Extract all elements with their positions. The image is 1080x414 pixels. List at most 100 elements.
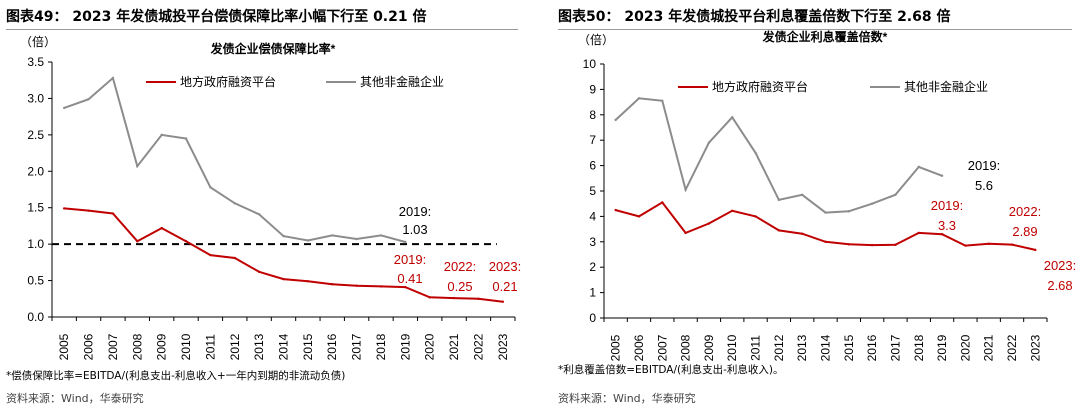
x-tick-label: 2017 [350, 333, 364, 360]
data-point [331, 234, 334, 237]
x-tick-label: 2019 [398, 333, 412, 360]
data-point [1034, 248, 1037, 252]
x-tick-label: 2022 [1005, 334, 1019, 361]
data-point [917, 231, 920, 235]
data-point [661, 99, 664, 103]
x-tick-label: 2007 [655, 334, 669, 361]
data-point [707, 141, 711, 144]
data-point [257, 270, 261, 274]
data-point [184, 240, 188, 243]
data-label: 5.6 [975, 178, 993, 193]
x-tick-label: 2008 [130, 333, 144, 360]
unit-label: （倍） [20, 34, 56, 49]
data-point [501, 300, 505, 303]
data-label: 2023: [489, 259, 522, 274]
data-point [404, 285, 407, 289]
data-point [637, 97, 641, 100]
y-tick-label: 10 [583, 57, 597, 71]
data-point [306, 280, 310, 283]
data-point [404, 240, 407, 244]
x-tick-label: 2010 [179, 333, 193, 360]
y-tick-label: 1.0 [27, 237, 44, 251]
data-point [684, 188, 687, 191]
data-point [111, 76, 115, 80]
legend-label: 其他非金融企业 [904, 79, 988, 94]
x-tick-label: 2011 [749, 335, 763, 361]
data-label: 2.89 [1012, 224, 1037, 239]
x-tick-label: 2021 [982, 334, 996, 361]
data-point [355, 284, 358, 287]
x-tick-label: 2022 [471, 333, 485, 360]
data-label: 2022: [444, 259, 477, 274]
x-tick-label: 2009 [702, 334, 716, 361]
source-note: 资料来源：Wind，华泰研究 [6, 392, 144, 405]
chart-panel-left: 图表49： 2023 年发债城投平台偿债保障比率小幅下行至 0.21 倍 （倍）… [0, 0, 530, 414]
x-tick-label: 2015 [301, 333, 315, 360]
footnote: *利息覆盖倍数=EBITDA/(利息支出-利息收入)。 [558, 364, 784, 376]
data-point [160, 133, 163, 137]
unit-label: （倍） [578, 32, 614, 47]
data-point [847, 243, 851, 246]
data-point [87, 209, 90, 212]
data-point [379, 234, 383, 237]
data-point [917, 165, 920, 169]
data-point [987, 242, 990, 246]
x-tick-label: 2023 [1028, 334, 1042, 361]
data-point [233, 256, 236, 260]
x-tick-label: 2012 [772, 334, 786, 361]
legend-label: 地方政府融资平台 [180, 74, 276, 89]
data-point [209, 186, 212, 189]
x-tick-label: 2015 [842, 334, 856, 361]
x-tick-label: 2013 [252, 333, 266, 360]
x-tick-label: 2014 [819, 334, 833, 361]
figure-title: 图表50： 2023 年发债城投平台利息覆盖倍数下行至 2.68 倍 [558, 6, 1073, 30]
data-point [379, 285, 383, 288]
data-point [282, 234, 285, 238]
x-tick-label: 2006 [632, 334, 646, 361]
y-tick-label: 0 [589, 311, 596, 325]
data-label: 0.21 [492, 279, 517, 294]
data-point [184, 137, 188, 140]
x-tick-label: 2006 [82, 333, 96, 360]
data-point [87, 97, 90, 101]
footnote: *偿债保障比率=EBITDA/(利息支出-利息收入+一年内到期的非流动负债) [6, 370, 346, 382]
x-tick-label: 2016 [325, 333, 339, 360]
data-point [62, 106, 66, 110]
x-tick-label: 2007 [106, 333, 120, 360]
x-tick-label: 2023 [496, 333, 510, 360]
line-chart: （倍） 发债企业利息覆盖倍数* 0 1 2 3 4 5 6 7 8 9 10 2005 2006 2007 20… [578, 29, 1077, 361]
data-label: 2023: [1044, 258, 1077, 273]
x-tick-label: 2005 [57, 333, 71, 360]
data-point [731, 209, 734, 213]
data-point [62, 207, 66, 210]
data-point [477, 297, 480, 300]
data-point [894, 193, 897, 197]
data-label: 2019: [394, 252, 427, 267]
x-tick-label: 2008 [679, 334, 693, 361]
data-point [136, 240, 139, 243]
data-point [160, 226, 163, 230]
data-point [684, 231, 687, 235]
x-tick-label: 2017 [888, 334, 902, 361]
y-tick-label: 8 [589, 108, 596, 122]
figure-title: 图表49： 2023 年发债城投平台偿债保障比率小幅下行至 0.21 倍 [6, 6, 519, 30]
chart-title: 发债企业利息覆盖倍数* [762, 29, 888, 44]
data-point [233, 202, 236, 205]
data-label: 3.3 [938, 218, 956, 233]
x-tick-label: 2019 [935, 334, 949, 361]
data-label: 1.03 [402, 222, 427, 237]
data-point [1010, 243, 1014, 246]
data-point [257, 213, 261, 216]
series-line-lgfv [64, 207, 503, 303]
data-point [355, 237, 358, 241]
y-tick-label: 5 [589, 184, 596, 198]
x-tick-label: 2012 [228, 333, 242, 360]
data-point [661, 201, 664, 204]
data-point [754, 151, 757, 155]
data-point [637, 215, 641, 218]
x-tick-label: 2020 [958, 334, 972, 361]
data-label: 2019: [399, 204, 432, 219]
y-tick-label: 6 [589, 159, 596, 173]
data-label: 0.25 [447, 279, 472, 294]
x-tick-label: 2010 [725, 334, 739, 361]
